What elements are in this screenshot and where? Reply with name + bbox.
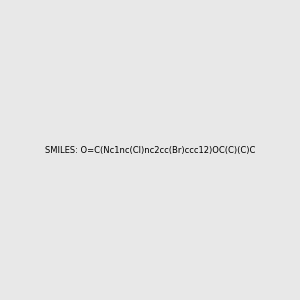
Text: SMILES: O=C(Nc1nc(Cl)nc2cc(Br)ccc12)OC(C)(C)C: SMILES: O=C(Nc1nc(Cl)nc2cc(Br)ccc12)OC(C…	[45, 146, 255, 154]
